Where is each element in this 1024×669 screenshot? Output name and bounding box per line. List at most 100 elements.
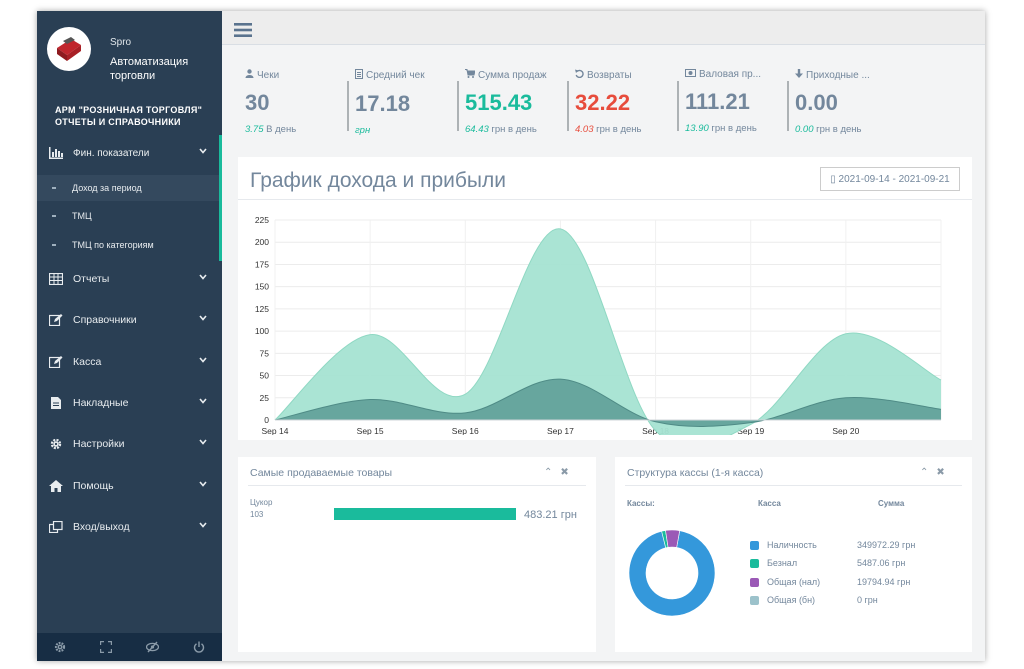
y-tick-label: 0: [264, 415, 269, 425]
collapse-icon[interactable]: ⌃: [544, 467, 553, 478]
divider: [248, 485, 586, 486]
x-tick-label: Sep 14: [262, 426, 289, 435]
gear-icon: [50, 438, 62, 450]
bullet-icon: [52, 244, 56, 246]
sidebar-item-label: Настройки: [73, 438, 125, 450]
top-products-panel: Самые продаваемые товары ⌃ ✖ Цукор 103 4…: [238, 457, 596, 652]
legend-name: Общая (нал): [767, 577, 821, 587]
x-tick-label: Sep 19: [737, 426, 764, 435]
arrow-down-icon: [795, 69, 803, 81]
sidebar-item-login[interactable]: Вход/выход: [37, 512, 222, 542]
stat-label: Валовая пр...: [685, 69, 795, 80]
chevron-down-icon: [199, 315, 207, 321]
date-range-picker[interactable]: ▯ 2021-09-14 - 2021-09-21: [820, 167, 960, 191]
stat-sub-value: 64.43: [465, 124, 489, 135]
chevron-down-icon: [199, 148, 207, 154]
series-area-0: [275, 228, 941, 435]
app-window: Spro Автоматизация торговли АРМ "РОЗНИЧН…: [37, 11, 985, 661]
bullet-icon: [52, 215, 56, 217]
clone-icon: [49, 521, 63, 533]
arm-line-2: ОТЧЕТЫ И СПРАВОЧНИКИ: [55, 117, 181, 127]
divider: [238, 199, 972, 200]
cash-donut-chart: [628, 529, 716, 617]
sidebar-item-fin[interactable]: Фин. показатели: [37, 138, 222, 168]
stat-sub-text: В день: [266, 124, 297, 135]
sidebar-item-settings[interactable]: Настройки: [37, 429, 222, 459]
stat-value: 515.43: [465, 90, 533, 115]
stat-sub: 0.00 грн в день: [795, 124, 905, 135]
gear-icon[interactable]: [54, 641, 66, 653]
sidebar-item-reports[interactable]: Отчеты: [37, 264, 222, 294]
close-icon[interactable]: ✖: [560, 467, 569, 478]
sidebar-item-cash[interactable]: Касса: [37, 347, 222, 377]
sidebar-footer: [37, 633, 222, 661]
collapse-icon[interactable]: ⌃: [920, 467, 929, 478]
legend-amount: 0 грн: [857, 595, 878, 605]
stat-sub-value: 13.90: [685, 123, 709, 134]
stat-sub: 13.90 грн в день: [685, 123, 795, 134]
eye-slash-icon[interactable]: [146, 641, 159, 653]
sidebar-item-label: Фин. показатели: [73, 147, 150, 159]
chart-panel: График дохода и прибыли ▯ 2021-09-14 - 2…: [238, 157, 972, 440]
sidebar-item-directories[interactable]: Справочники: [37, 305, 222, 335]
legend-swatch: [750, 596, 759, 605]
close-icon[interactable]: ✖: [936, 467, 945, 478]
stat-card: Приходные ... 0.00 0.00 грн в день: [795, 69, 905, 149]
submenu-label: ТМЦ: [72, 211, 92, 221]
fullscreen-icon[interactable]: [100, 641, 112, 653]
stat-sub-text: грн в день: [491, 124, 537, 135]
legend-swatch: [750, 541, 759, 550]
stat-divider: [567, 81, 569, 131]
file-icon: [51, 397, 61, 409]
table-icon: [49, 273, 63, 285]
panel-tools: ⌃ ✖: [920, 467, 945, 478]
stat-value: 30: [245, 90, 270, 115]
product-amount: 483.21 грн: [524, 509, 577, 521]
stat-sub-value: грн: [355, 125, 371, 136]
logo[interactable]: [47, 27, 91, 71]
sidebar-item-label: Отчеты: [73, 273, 110, 285]
sidebar-item-label: Касса: [73, 356, 102, 368]
submenu-item-income[interactable]: Доход за период: [37, 175, 219, 201]
sidebar-item-invoices[interactable]: Накладные: [37, 388, 222, 418]
legend-name: Общая (бн): [767, 595, 816, 605]
col-header-cashes: Кассы:: [627, 499, 655, 508]
brand-title: Автоматизация торговли: [110, 56, 189, 82]
stat-label-text: Сумма продаж: [478, 69, 547, 81]
stat-label: Возвраты: [575, 69, 685, 81]
stat-label: Чеки: [245, 69, 355, 81]
home-icon: [49, 480, 63, 492]
stat-label-text: Возвраты: [587, 69, 632, 81]
col-header-sum: Сумма: [878, 499, 905, 508]
sidebar-item-label: Накладные: [73, 397, 129, 409]
stat-card: Возвраты 32.22 4.03 грн в день: [575, 69, 685, 149]
y-tick-label: 150: [255, 282, 269, 292]
edit-icon: [49, 356, 63, 368]
sidebar-item-label: Помощь: [73, 480, 114, 492]
y-tick-label: 175: [255, 259, 269, 269]
menu-toggle-icon[interactable]: [234, 23, 252, 37]
stat-label: Средний чек: [355, 69, 465, 82]
submenu-item-tmc[interactable]: ТМЦ: [37, 203, 219, 229]
chevron-down-icon: [199, 439, 207, 445]
chevron-down-icon: [199, 274, 207, 280]
x-tick-label: Sep 20: [832, 426, 859, 435]
donut-slice: [628, 530, 716, 617]
panel-title: Структура кассы (1-я касса): [627, 467, 764, 479]
stat-label: Сумма продаж: [465, 69, 575, 81]
bar-chart-icon: [49, 147, 63, 159]
power-icon[interactable]: [193, 641, 205, 653]
x-tick-label: Sep 15: [357, 426, 384, 435]
stat-sub-value: 0.00: [795, 124, 814, 135]
legend-amount: 19794.94 грн: [857, 577, 911, 587]
stat-card: Валовая пр... 111.21 13.90 грн в день: [685, 69, 795, 149]
panel-title: Самые продаваемые товары: [250, 467, 393, 479]
sidebar-item-help[interactable]: Помощь: [37, 471, 222, 501]
undo-icon: [575, 69, 584, 81]
chevron-down-icon: [199, 398, 207, 404]
y-tick-label: 50: [260, 371, 270, 381]
stat-sub-text: грн в день: [596, 124, 642, 135]
legend-row: Общая (бн) 0 грн: [750, 594, 950, 608]
stat-label-text: Средний чек: [366, 70, 425, 81]
submenu-item-tmc-categories[interactable]: ТМЦ по категориям: [37, 232, 219, 258]
